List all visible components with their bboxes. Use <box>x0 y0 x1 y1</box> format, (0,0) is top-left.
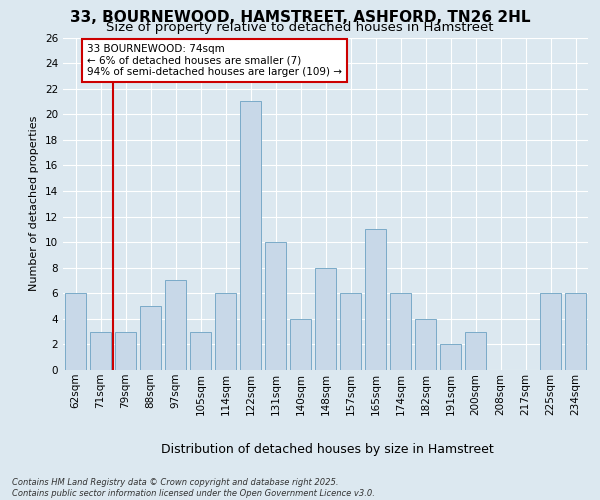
Bar <box>390 294 411 370</box>
Bar <box>215 294 236 370</box>
Bar <box>365 230 386 370</box>
Bar <box>115 332 136 370</box>
Text: Size of property relative to detached houses in Hamstreet: Size of property relative to detached ho… <box>106 21 494 34</box>
Bar <box>340 294 361 370</box>
Text: Contains HM Land Registry data © Crown copyright and database right 2025.
Contai: Contains HM Land Registry data © Crown c… <box>12 478 375 498</box>
Bar <box>265 242 286 370</box>
Bar <box>315 268 336 370</box>
Bar <box>465 332 486 370</box>
Bar <box>415 319 436 370</box>
Bar <box>140 306 161 370</box>
Bar <box>565 294 586 370</box>
Bar <box>90 332 111 370</box>
Text: 33, BOURNEWOOD, HAMSTREET, ASHFORD, TN26 2HL: 33, BOURNEWOOD, HAMSTREET, ASHFORD, TN26… <box>70 10 530 25</box>
Bar <box>190 332 211 370</box>
Text: 33 BOURNEWOOD: 74sqm
← 6% of detached houses are smaller (7)
94% of semi-detache: 33 BOURNEWOOD: 74sqm ← 6% of detached ho… <box>87 44 342 77</box>
Bar <box>290 319 311 370</box>
Bar <box>540 294 561 370</box>
Text: Distribution of detached houses by size in Hamstreet: Distribution of detached houses by size … <box>161 442 493 456</box>
Bar <box>440 344 461 370</box>
Y-axis label: Number of detached properties: Number of detached properties <box>29 116 40 292</box>
Bar <box>240 102 261 370</box>
Bar <box>65 294 86 370</box>
Bar <box>165 280 186 370</box>
